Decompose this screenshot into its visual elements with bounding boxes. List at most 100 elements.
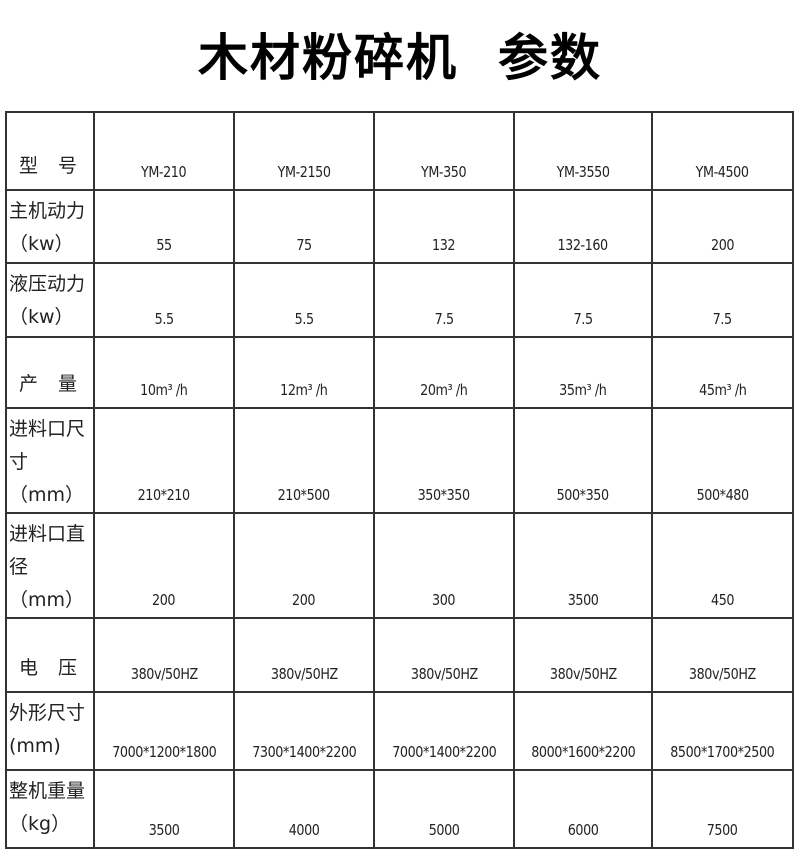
cell-value: 132-160	[557, 236, 609, 254]
table-row: 型 号 YM-210 YM-2150 YM-350 YM-3550 YM-4500	[5, 111, 794, 191]
cell-value: 200	[292, 591, 316, 609]
title-sub: 参数	[498, 29, 602, 87]
row-label-line: (mm)	[9, 735, 61, 757]
table-row: 产 量 10m³ /h 12m³ /h 20m³ /h 35m³ /h 45m³ /h	[5, 336, 794, 409]
cell-value: 300	[432, 591, 456, 609]
table-row: 整机重量 （kg） 3500 4000 5000 6000 7500	[5, 769, 794, 849]
table-cell: 300	[373, 512, 515, 619]
row-label: 进料口直 径（mm）	[5, 512, 95, 619]
row-label-line: （kg）	[9, 813, 71, 835]
cell-value: 55	[156, 236, 172, 254]
table-cell: 200	[651, 189, 794, 264]
row-label: 外形尺寸 (mm)	[5, 691, 95, 771]
row-label: 型 号	[5, 111, 95, 191]
row-label-line: 进料口直	[9, 523, 86, 545]
cell-value: 7000*1200*1800	[111, 743, 217, 761]
table-cell: YM-210	[93, 111, 235, 191]
spec-table: 型 号 YM-210 YM-2150 YM-350 YM-3550 YM-4500 主机动力…	[5, 111, 794, 849]
cell-value: 132	[432, 236, 456, 254]
row-label: 产 量	[5, 336, 95, 409]
table-cell: 8500*1700*2500	[651, 691, 794, 771]
cell-value: YM-3550	[556, 163, 610, 181]
cell-value: 200	[710, 236, 735, 254]
table-cell: 380v/50HZ	[651, 617, 794, 693]
cell-value: 4000	[288, 821, 320, 839]
cell-value: 210*210	[137, 486, 191, 504]
row-label-line: 产 量	[19, 373, 78, 395]
table-cell: 200	[233, 512, 375, 619]
cell-value: 450	[710, 591, 735, 609]
cell-value: 7.5	[712, 310, 732, 328]
table-cell: YM-2150	[233, 111, 375, 191]
table-cell: 500*480	[651, 407, 794, 514]
cell-value: 12m³ /h	[280, 381, 328, 399]
row-label: 液压动力 （kw）	[5, 262, 95, 338]
table-cell: 500*350	[513, 407, 653, 514]
cell-value: 7300*1400*2200	[251, 743, 357, 761]
cell-value: YM-350	[421, 163, 467, 181]
cell-value: 8000*1600*2200	[530, 743, 636, 761]
row-label-line: 主机动力	[9, 200, 86, 222]
cell-value: 500*350	[556, 486, 610, 504]
table-cell: 7000*1200*1800	[93, 691, 235, 771]
row-label: 整机重量 （kg）	[5, 769, 95, 849]
cell-value: YM-2150	[277, 163, 331, 181]
cell-value: 350*350	[417, 486, 471, 504]
table-cell: 7300*1400*2200	[233, 691, 375, 771]
table-cell: 6000	[513, 769, 653, 849]
table-cell: 3500	[513, 512, 653, 619]
cell-value: 200	[152, 591, 176, 609]
cell-value: 6000	[567, 821, 599, 839]
cell-value: 20m³ /h	[420, 381, 468, 399]
cell-value: 45m³ /h	[698, 381, 747, 399]
table-row: 外形尺寸 (mm) 7000*1200*1800 7300*1400*2200 7000…	[5, 691, 794, 771]
cell-value: 10m³ /h	[140, 381, 188, 399]
row-label-line: 液压动力	[9, 273, 86, 295]
table-row: 电 压 380v/50HZ 380v/50HZ 380v/50HZ 380v/50HZ 3…	[5, 617, 794, 693]
table-cell: 55	[93, 189, 235, 264]
cell-value: 5.5	[294, 310, 314, 328]
table-cell: 10m³ /h	[93, 336, 235, 409]
table-cell: 5.5	[93, 262, 235, 338]
cell-value: YM-210	[141, 163, 187, 181]
cell-value: 500*480	[696, 486, 749, 504]
table-cell: 45m³ /h	[651, 336, 794, 409]
cell-value: 35m³ /h	[559, 381, 607, 399]
table-row: 进料口尺 寸（mm） 210*210 210*500 350*350 500*350 500…	[5, 407, 794, 514]
table-cell: 4000	[233, 769, 375, 849]
table-cell: 350*350	[373, 407, 515, 514]
cell-value: 8500*1700*2500	[670, 743, 775, 761]
cell-value: 7.5	[573, 310, 593, 328]
row-label-line: 外形尺寸	[9, 702, 86, 724]
table-cell: 380v/50HZ	[93, 617, 235, 693]
cell-value: 7.5	[434, 310, 454, 328]
table-cell: 7.5	[373, 262, 515, 338]
table-cell: 7.5	[651, 262, 794, 338]
row-label-line: 整机重量	[9, 780, 86, 802]
table-cell: 35m³ /h	[513, 336, 653, 409]
table-cell: 7.5	[513, 262, 653, 338]
table-cell: 380v/50HZ	[233, 617, 375, 693]
table-cell: YM-350	[373, 111, 515, 191]
table-cell: 132-160	[513, 189, 653, 264]
table-row: 液压动力 （kw） 5.5 5.5 7.5 7.5 7.5	[5, 262, 794, 338]
table-cell: 200	[93, 512, 235, 619]
table-row: 进料口直 径（mm） 200 200 300 3500 450	[5, 512, 794, 619]
cell-value: 7000*1400*2200	[391, 743, 497, 761]
table-cell: 75	[233, 189, 375, 264]
page-title: 木材粉碎机 参数	[0, 18, 800, 90]
cell-value: 3500	[567, 591, 599, 609]
title-main: 木材粉碎机	[198, 29, 458, 87]
table-cell: 5.5	[233, 262, 375, 338]
row-label: 电 压	[5, 617, 95, 693]
table-cell: 210*500	[233, 407, 375, 514]
cell-value: 5000	[428, 821, 460, 839]
row-label-line: 进料口尺	[9, 418, 86, 440]
cell-value: 380v/50HZ	[410, 665, 478, 683]
table-cell: 7500	[651, 769, 794, 849]
cell-value: YM-4500	[696, 163, 749, 181]
table-cell: 12m³ /h	[233, 336, 375, 409]
row-label-line: （kw）	[9, 233, 74, 255]
cell-value: 7500	[707, 821, 738, 839]
table-cell: YM-3550	[513, 111, 653, 191]
